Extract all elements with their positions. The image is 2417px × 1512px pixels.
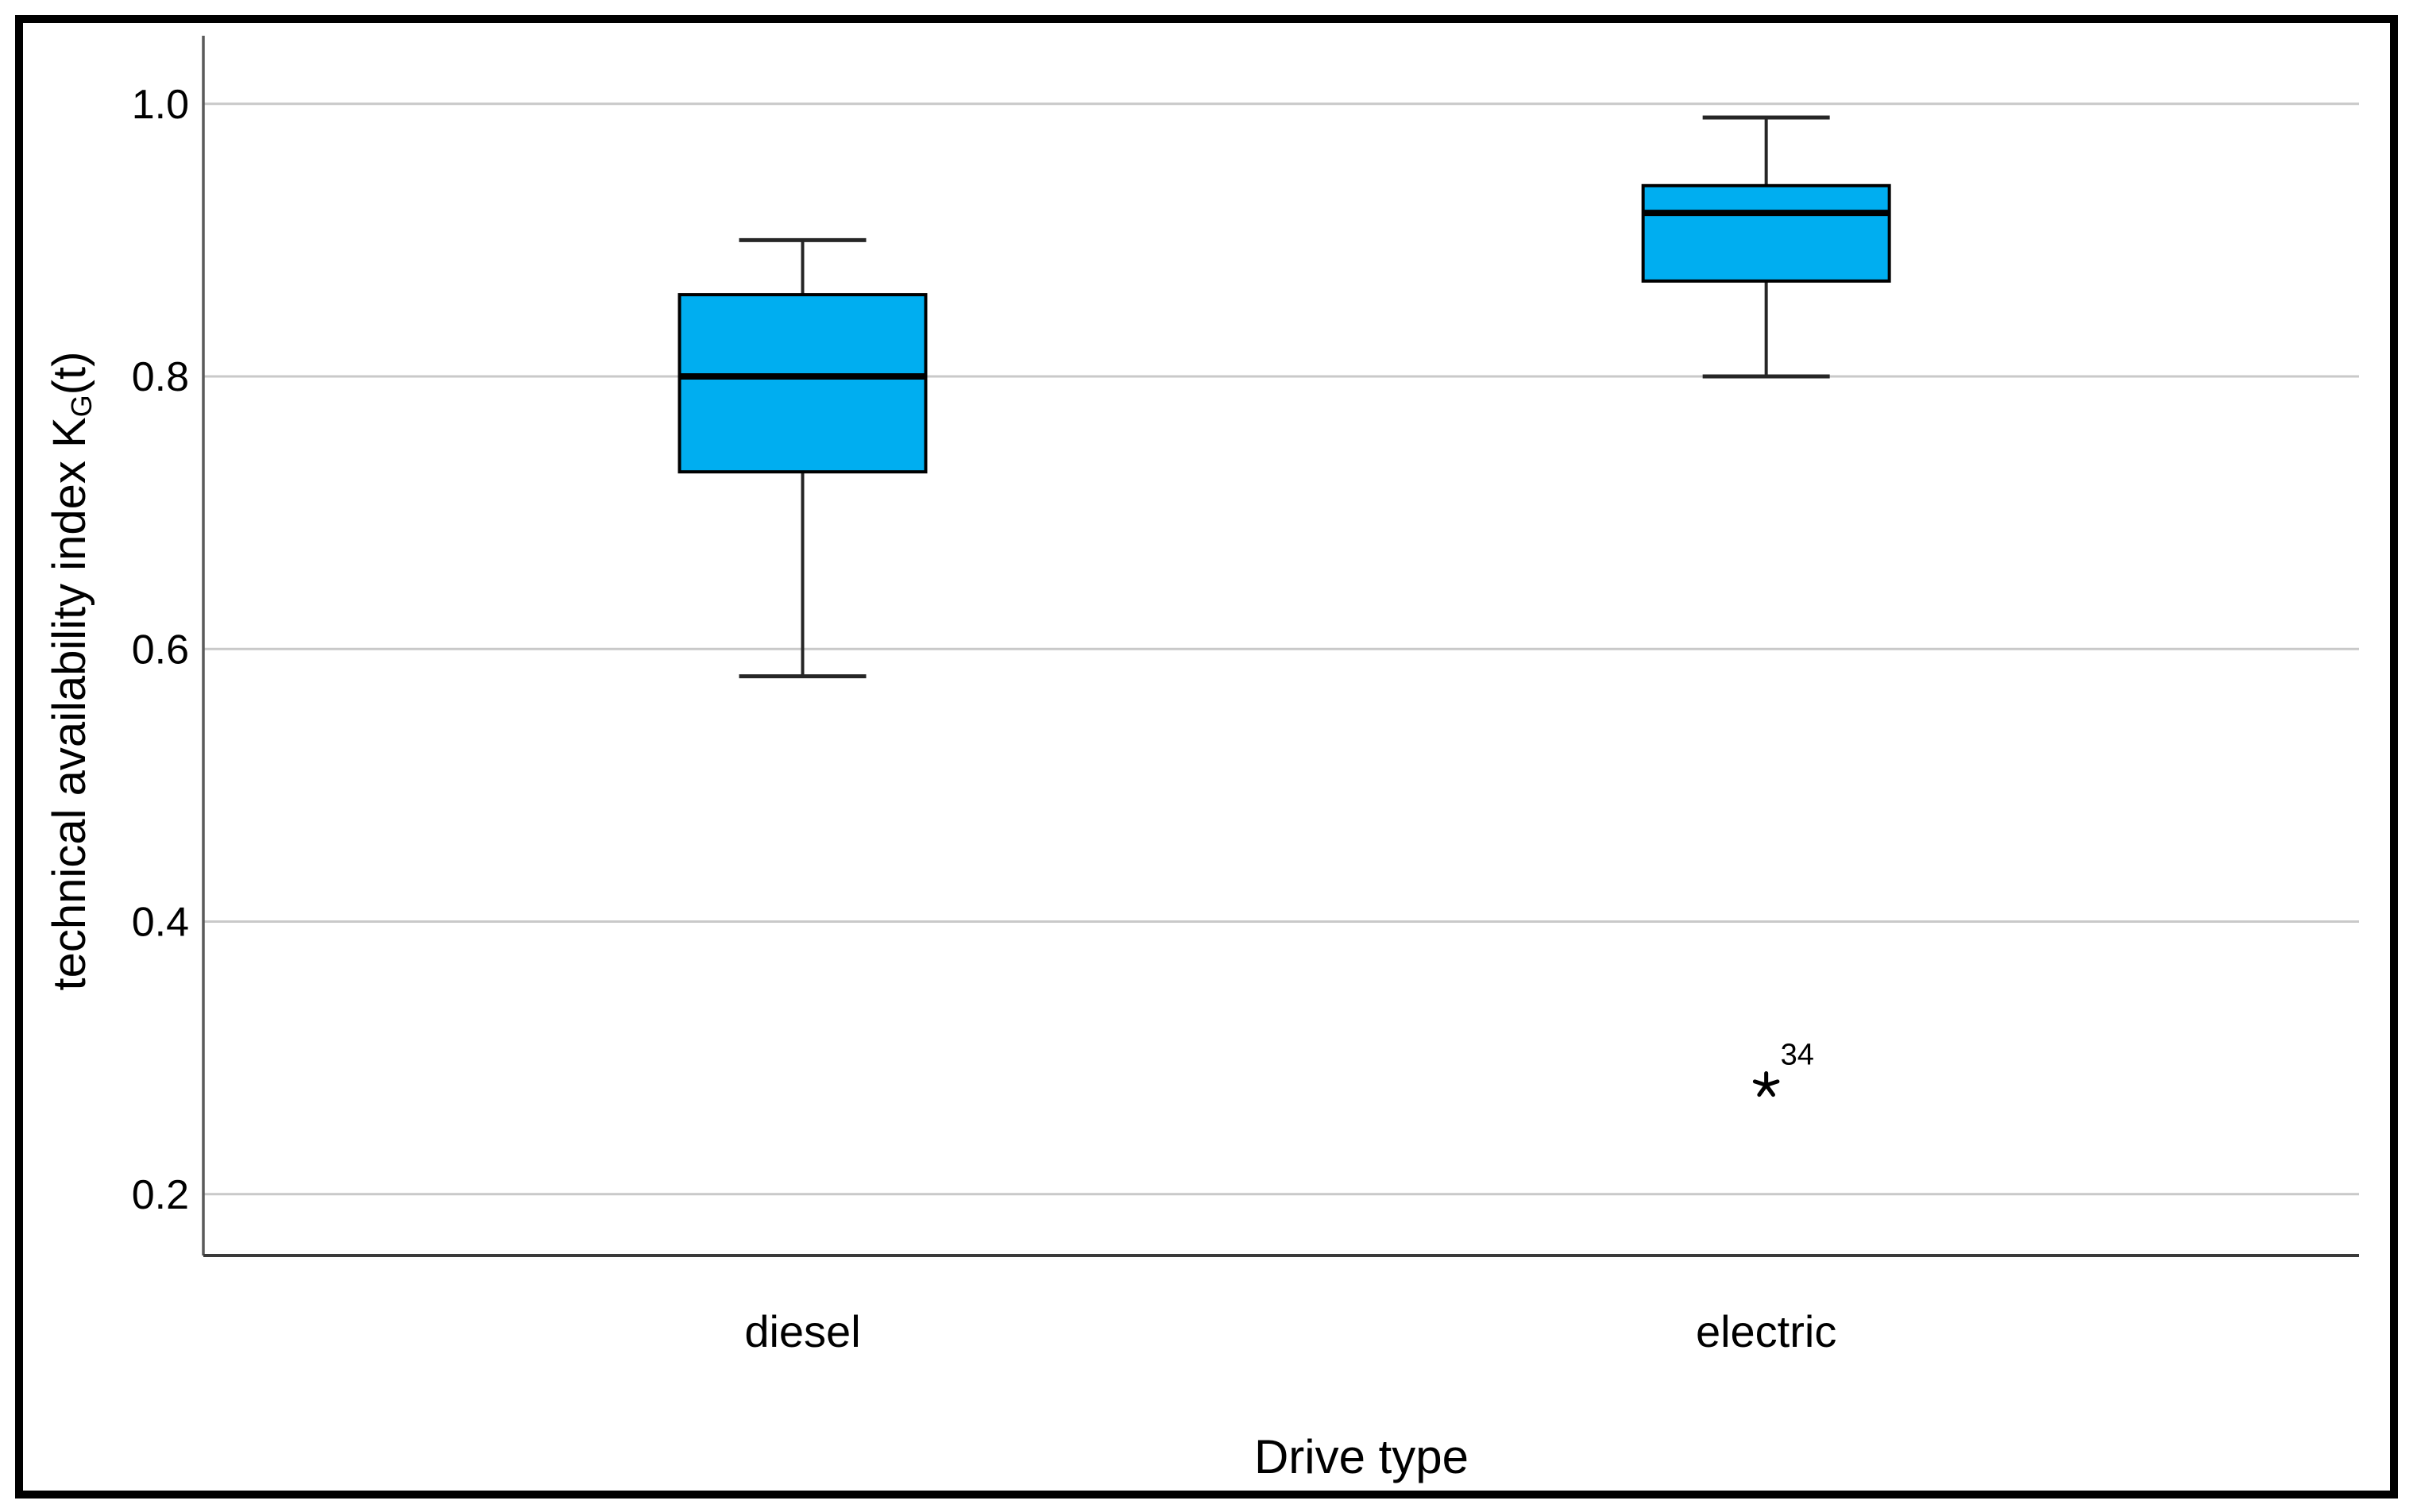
y-axis-title-subscript: G: [64, 395, 98, 418]
y-axis-title-text: technical availability index K: [44, 417, 95, 991]
box-electric: [1641, 183, 1891, 283]
outer-frame-border: [15, 15, 2398, 1498]
category-label-electric: electric: [1696, 1306, 1836, 1356]
y-tick-label: 0.2: [132, 1172, 189, 1218]
y-axis-title: technical availability index KG(t): [41, 195, 98, 1148]
y-axis-title-suffix: (t): [44, 351, 95, 395]
outlier-case-label: 34: [1781, 1038, 1814, 1071]
y-tick-label: 0.6: [132, 627, 189, 673]
outlier-star-marker: [1752, 1070, 1780, 1097]
x-axis-title: Drive type: [1253, 1430, 1469, 1483]
category-label-diesel: diesel: [744, 1306, 860, 1356]
box-diesel: [678, 293, 928, 474]
y-tick-label: 1.0: [132, 82, 189, 128]
y-tick-label: 0.8: [132, 354, 189, 400]
y-tick-label: 0.4: [132, 900, 189, 946]
